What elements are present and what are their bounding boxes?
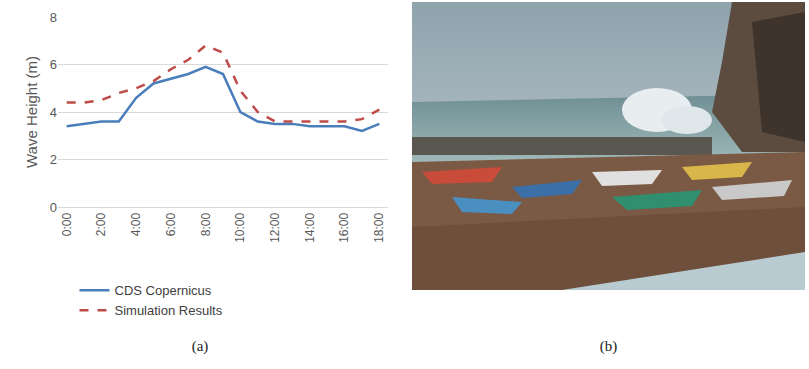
svg-text:6:00: 6:00 — [164, 212, 178, 236]
svg-text:0: 0 — [50, 200, 57, 215]
svg-text:0:00: 0:00 — [60, 212, 74, 236]
svg-text:8:00: 8:00 — [199, 212, 213, 236]
svg-text:Simulation Results: Simulation Results — [115, 303, 223, 318]
svg-text:6: 6 — [50, 57, 57, 72]
svg-text:8: 8 — [50, 10, 57, 25]
svg-text:18:00: 18:00 — [372, 212, 386, 242]
svg-text:CDS Copernicus: CDS Copernicus — [115, 283, 212, 298]
svg-text:14:00: 14:00 — [303, 212, 317, 242]
svg-text:16:00: 16:00 — [337, 212, 351, 242]
svg-text:10:00: 10:00 — [233, 212, 247, 242]
html-text:(b): (b) — [599, 338, 618, 354]
svg-text:2: 2 — [50, 152, 57, 167]
html-text:(a): (a) — [191, 338, 209, 354]
svg-text:4:00: 4:00 — [129, 212, 143, 236]
svg-text:Wave Height (m): Wave Height (m) — [23, 56, 40, 168]
svg-text:2:00: 2:00 — [94, 212, 108, 236]
svg-text:12:00: 12:00 — [268, 212, 282, 242]
svg-text:4: 4 — [50, 105, 57, 120]
